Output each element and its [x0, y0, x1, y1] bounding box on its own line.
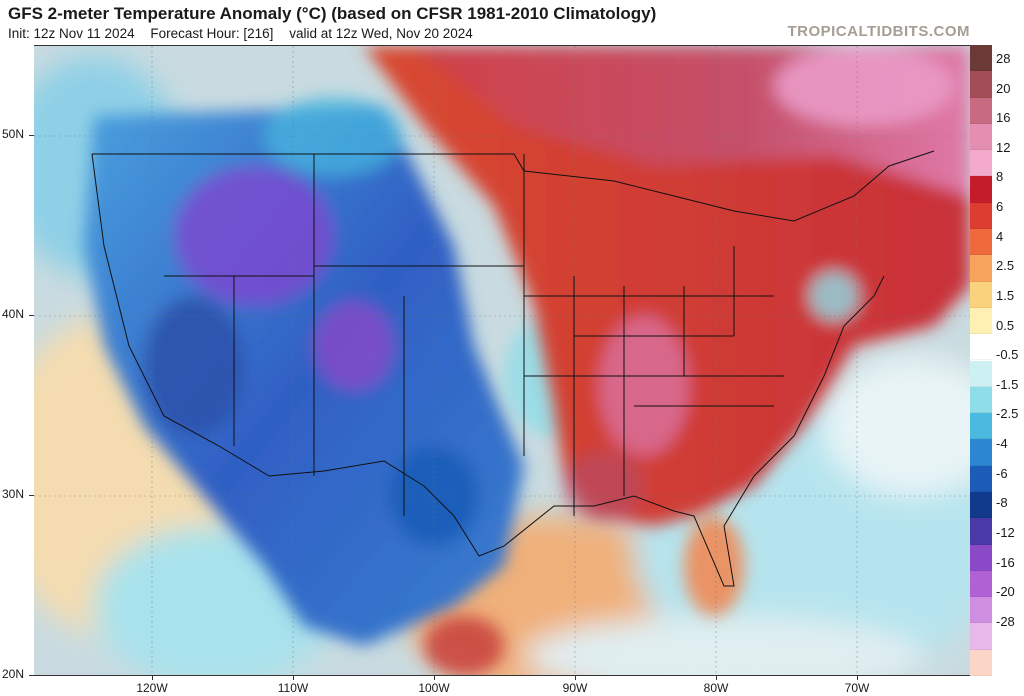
colorbar-swatch	[970, 202, 992, 230]
colorbar-swatch	[970, 518, 992, 545]
graticule	[34, 46, 970, 675]
latitude-tick	[29, 675, 34, 676]
colorbar-label: 8	[996, 169, 1004, 185]
colorbar-label: 1.5	[996, 287, 1015, 303]
colorbar-swatch	[970, 465, 992, 492]
init-time: Init: 12z Nov 11 2024	[8, 26, 135, 41]
colorbar-legend: 28 20 16 12 8 6 4 2.5 1.5 0.5 -0.5 -1.5 -2.5 -4 -6 -8 -1…	[970, 45, 1024, 676]
latitude-label: 30N	[2, 487, 25, 501]
colorbar-swatch	[970, 123, 992, 151]
colorbar-swatch	[970, 307, 992, 335]
longitude-label: 100W	[418, 681, 450, 695]
latitude-tick	[29, 135, 34, 136]
colorbar-label: -8	[996, 495, 1008, 511]
colorbar-label: -2.5	[996, 406, 1019, 422]
colorbar-label: 12	[996, 139, 1011, 155]
latitude-tick	[29, 495, 34, 496]
colorbar-swatch	[970, 544, 992, 571]
latitude-label: 40N	[2, 307, 25, 321]
colorbar-swatch	[970, 176, 992, 203]
map-subtitle: Init: 12z Nov 11 2024 Forecast Hour: [21…	[8, 26, 485, 41]
colorbar-label: 6	[996, 199, 1004, 215]
colorbar-swatch	[970, 360, 992, 387]
map-canvas	[34, 46, 970, 675]
colorbar-swatch	[970, 255, 992, 282]
colorbar-label: -1.5	[996, 376, 1019, 392]
colorbar-swatch	[970, 334, 992, 361]
colorbar-label: -12	[996, 524, 1015, 540]
longitude-tick	[857, 676, 858, 680]
colorbar-label: -0.5	[996, 347, 1019, 363]
colorbar-swatch	[970, 491, 992, 519]
colorbar-label: 16	[996, 110, 1011, 126]
map-title: GFS 2-meter Temperature Anomaly (°C) (ba…	[8, 4, 657, 23]
warm-anomaly-region	[364, 46, 970, 675]
temperature-anomaly-map	[34, 45, 970, 676]
colorbar-label: -4	[996, 436, 1008, 452]
colorbar-label: -20	[996, 584, 1015, 600]
colorbar-swatch	[970, 229, 992, 256]
forecast-hour: Forecast Hour: [216]	[150, 26, 274, 41]
longitude-tick	[575, 676, 576, 680]
longitude-tick	[293, 676, 294, 680]
longitude-label: 110W	[277, 681, 309, 695]
brand-watermark[interactable]: TROPICALTIDBITS.COM	[787, 23, 970, 40]
longitude-tick	[716, 676, 717, 680]
colorbar-swatch	[970, 623, 992, 650]
colorbar-swatch	[970, 281, 992, 308]
colorbar-swatch	[970, 570, 992, 598]
political-boundaries	[91, 150, 935, 587]
colorbar-swatch	[970, 45, 992, 72]
colorbar-swatch	[970, 386, 992, 414]
longitude-label: 90W	[562, 681, 588, 695]
colorbar-swatch	[970, 649, 992, 676]
colorbar-label: -28	[996, 613, 1015, 629]
longitude-label: 80W	[703, 681, 729, 695]
colorbar-swatch	[970, 413, 992, 440]
colorbar-label: -16	[996, 554, 1015, 570]
longitude-tick	[434, 676, 435, 680]
colorbar-swatch	[970, 597, 992, 624]
colorbar-swatch	[970, 71, 992, 98]
colorbar-label: 20	[996, 80, 1011, 96]
valid-time: valid at 12z Wed, Nov 20 2024	[289, 26, 473, 41]
colorbar-swatch	[970, 150, 992, 177]
colorbar-swatch	[970, 439, 992, 466]
longitude-label: 70W	[844, 681, 870, 695]
latitude-tick	[29, 315, 34, 316]
colorbar-label: 4	[996, 228, 1004, 244]
colorbar-label: 0.5	[996, 317, 1015, 333]
colorbar-swatch	[970, 97, 992, 124]
longitude-label: 120W	[136, 681, 168, 695]
colorbar-label: 2.5	[996, 258, 1015, 274]
longitude-tick	[152, 676, 153, 680]
latitude-label: 50N	[2, 127, 25, 141]
colorbar-label: -6	[996, 465, 1008, 481]
colorbar-label: 28	[996, 51, 1011, 66]
latitude-label: 20N	[2, 667, 25, 681]
